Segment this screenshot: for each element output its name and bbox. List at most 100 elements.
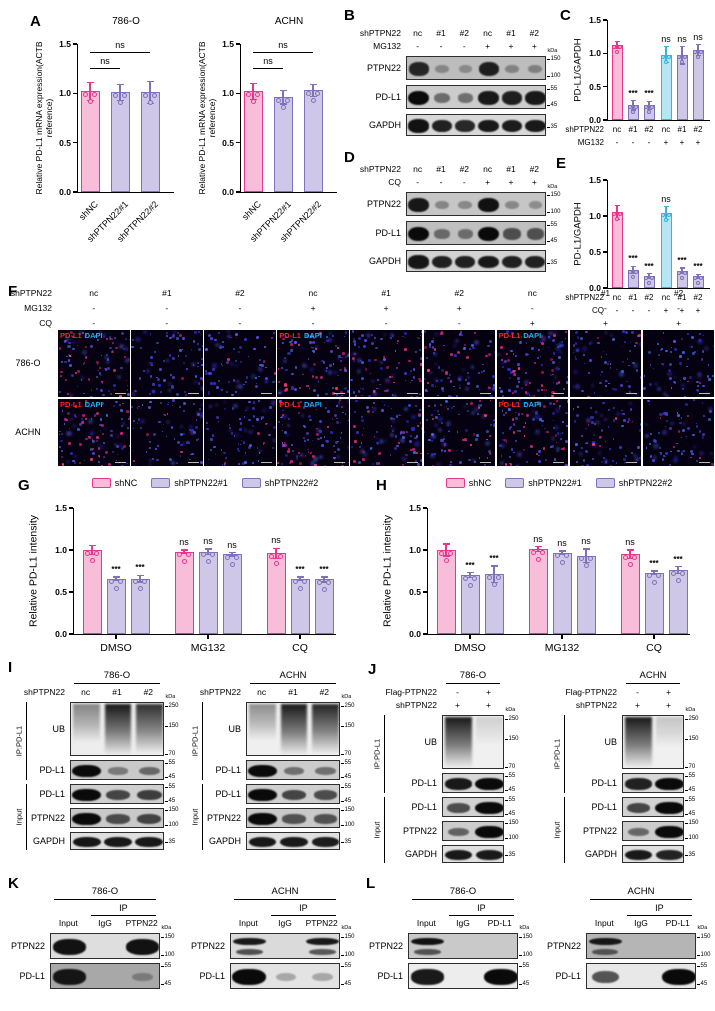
if-dot: [340, 432, 343, 435]
data-point: [612, 212, 617, 217]
data-point: [293, 579, 298, 585]
if-dot: [423, 330, 427, 333]
data-point: [109, 579, 114, 585]
if-dot: [410, 435, 413, 438]
if-dot: [121, 332, 124, 335]
data-point: [152, 92, 157, 98]
if-dot: [460, 331, 462, 333]
data-point: [632, 554, 637, 560]
if-dot: [517, 367, 520, 370]
if-dot: [315, 428, 321, 434]
if-dot: [571, 384, 575, 388]
data-point: [682, 270, 687, 275]
if-dot: [201, 423, 203, 428]
if-dot: [370, 342, 374, 345]
if-dot: [516, 463, 521, 466]
error-bar-cap: [695, 273, 701, 275]
if-dot: [603, 360, 607, 364]
kda-value: 35: [168, 839, 176, 846]
kda-value: 150: [700, 933, 711, 940]
data-point: [661, 54, 666, 59]
if-dot: [133, 420, 136, 423]
if-dot: [713, 345, 715, 347]
if-dot: [462, 368, 465, 371]
if-dot: [438, 417, 444, 423]
data-point: [201, 552, 206, 558]
if-dot: [492, 384, 495, 387]
if-dot: [609, 363, 612, 366]
if-dot: [198, 331, 201, 334]
if-dot: [166, 358, 170, 362]
data-point: [623, 554, 628, 560]
if-dot: [681, 453, 683, 455]
protein-band: [232, 968, 267, 986]
if-dot: [494, 422, 495, 425]
if-dot: [466, 382, 470, 386]
if-dot: [91, 433, 93, 436]
if-dot: [312, 346, 314, 349]
if-dot: [427, 452, 429, 455]
if-dot: [547, 346, 549, 349]
if-dot: [513, 372, 517, 376]
if-dot: [515, 402, 518, 405]
error-bar-cap: [112, 579, 120, 581]
kda-value: 150: [164, 933, 175, 940]
band-label: PTPN22: [190, 940, 225, 951]
band-label: PTPN22: [30, 812, 65, 823]
lane-header-value: +: [666, 687, 671, 697]
if-dot: [543, 389, 546, 391]
if-dot: [258, 452, 261, 454]
if-dot: [621, 412, 623, 415]
if-dot: [631, 331, 635, 335]
if-dot: [575, 443, 579, 447]
protein-band: [275, 972, 297, 982]
scale-bar: [699, 461, 711, 463]
x-category-label: shNC: [77, 199, 101, 222]
lane-header-value: #2: [459, 28, 470, 38]
if-dot: [171, 404, 174, 407]
if-dot: [515, 416, 519, 420]
if-dot: [362, 427, 365, 430]
if-dot: [99, 429, 101, 431]
if-dot: [136, 407, 138, 409]
if-dot: [669, 370, 671, 372]
data-point: [675, 577, 681, 583]
if-dot: [316, 427, 318, 430]
if-dot: [179, 455, 181, 457]
if-dot: [666, 419, 669, 422]
if-dot: [171, 385, 175, 389]
if-dot: [480, 396, 483, 397]
if-dot: [697, 390, 700, 393]
if-dot: [552, 361, 555, 364]
if-dot: [416, 425, 419, 427]
if-dot: [540, 334, 544, 338]
if-dot: [627, 418, 630, 421]
if-dot: [593, 392, 596, 395]
if-dot: [362, 450, 365, 453]
if-dot: [301, 455, 303, 457]
if-dot: [226, 360, 229, 364]
blot-block: ACHN shPTPN22 nc #1 #2 kDa UB 250 150 70 PD-L1 55 45…: [188, 670, 356, 870]
if-dot: [524, 402, 527, 405]
if-dot: [615, 369, 618, 371]
if-dot: [695, 422, 698, 425]
if-dot: [382, 358, 387, 362]
error-bar-cap: [296, 579, 304, 581]
data-point: [142, 579, 147, 585]
if-dot: [541, 363, 544, 367]
if-dot: [419, 356, 422, 360]
kda-value: 45: [508, 786, 516, 793]
data-point: [647, 110, 651, 115]
if-dot: [325, 370, 328, 373]
if-dot: [590, 383, 594, 387]
if-dot: [151, 389, 155, 393]
panel-C-content: 0.0 0.5 1.0 1.5 PD-L1/GAPDH *** *** ns ns ns shPTP…: [560, 4, 715, 154]
if-dot: [239, 428, 243, 432]
if-dot: [662, 391, 668, 397]
panel-I-content: 786-O shPTPN22 nc #1 #2 kDa UB 250 150 70 PD-L1 55 4…: [4, 658, 356, 872]
if-dot: [113, 442, 118, 447]
y-tick: [236, 43, 240, 45]
kda-header: kDa: [519, 925, 530, 931]
if-dot: [662, 454, 665, 457]
if-dot: [78, 332, 82, 336]
